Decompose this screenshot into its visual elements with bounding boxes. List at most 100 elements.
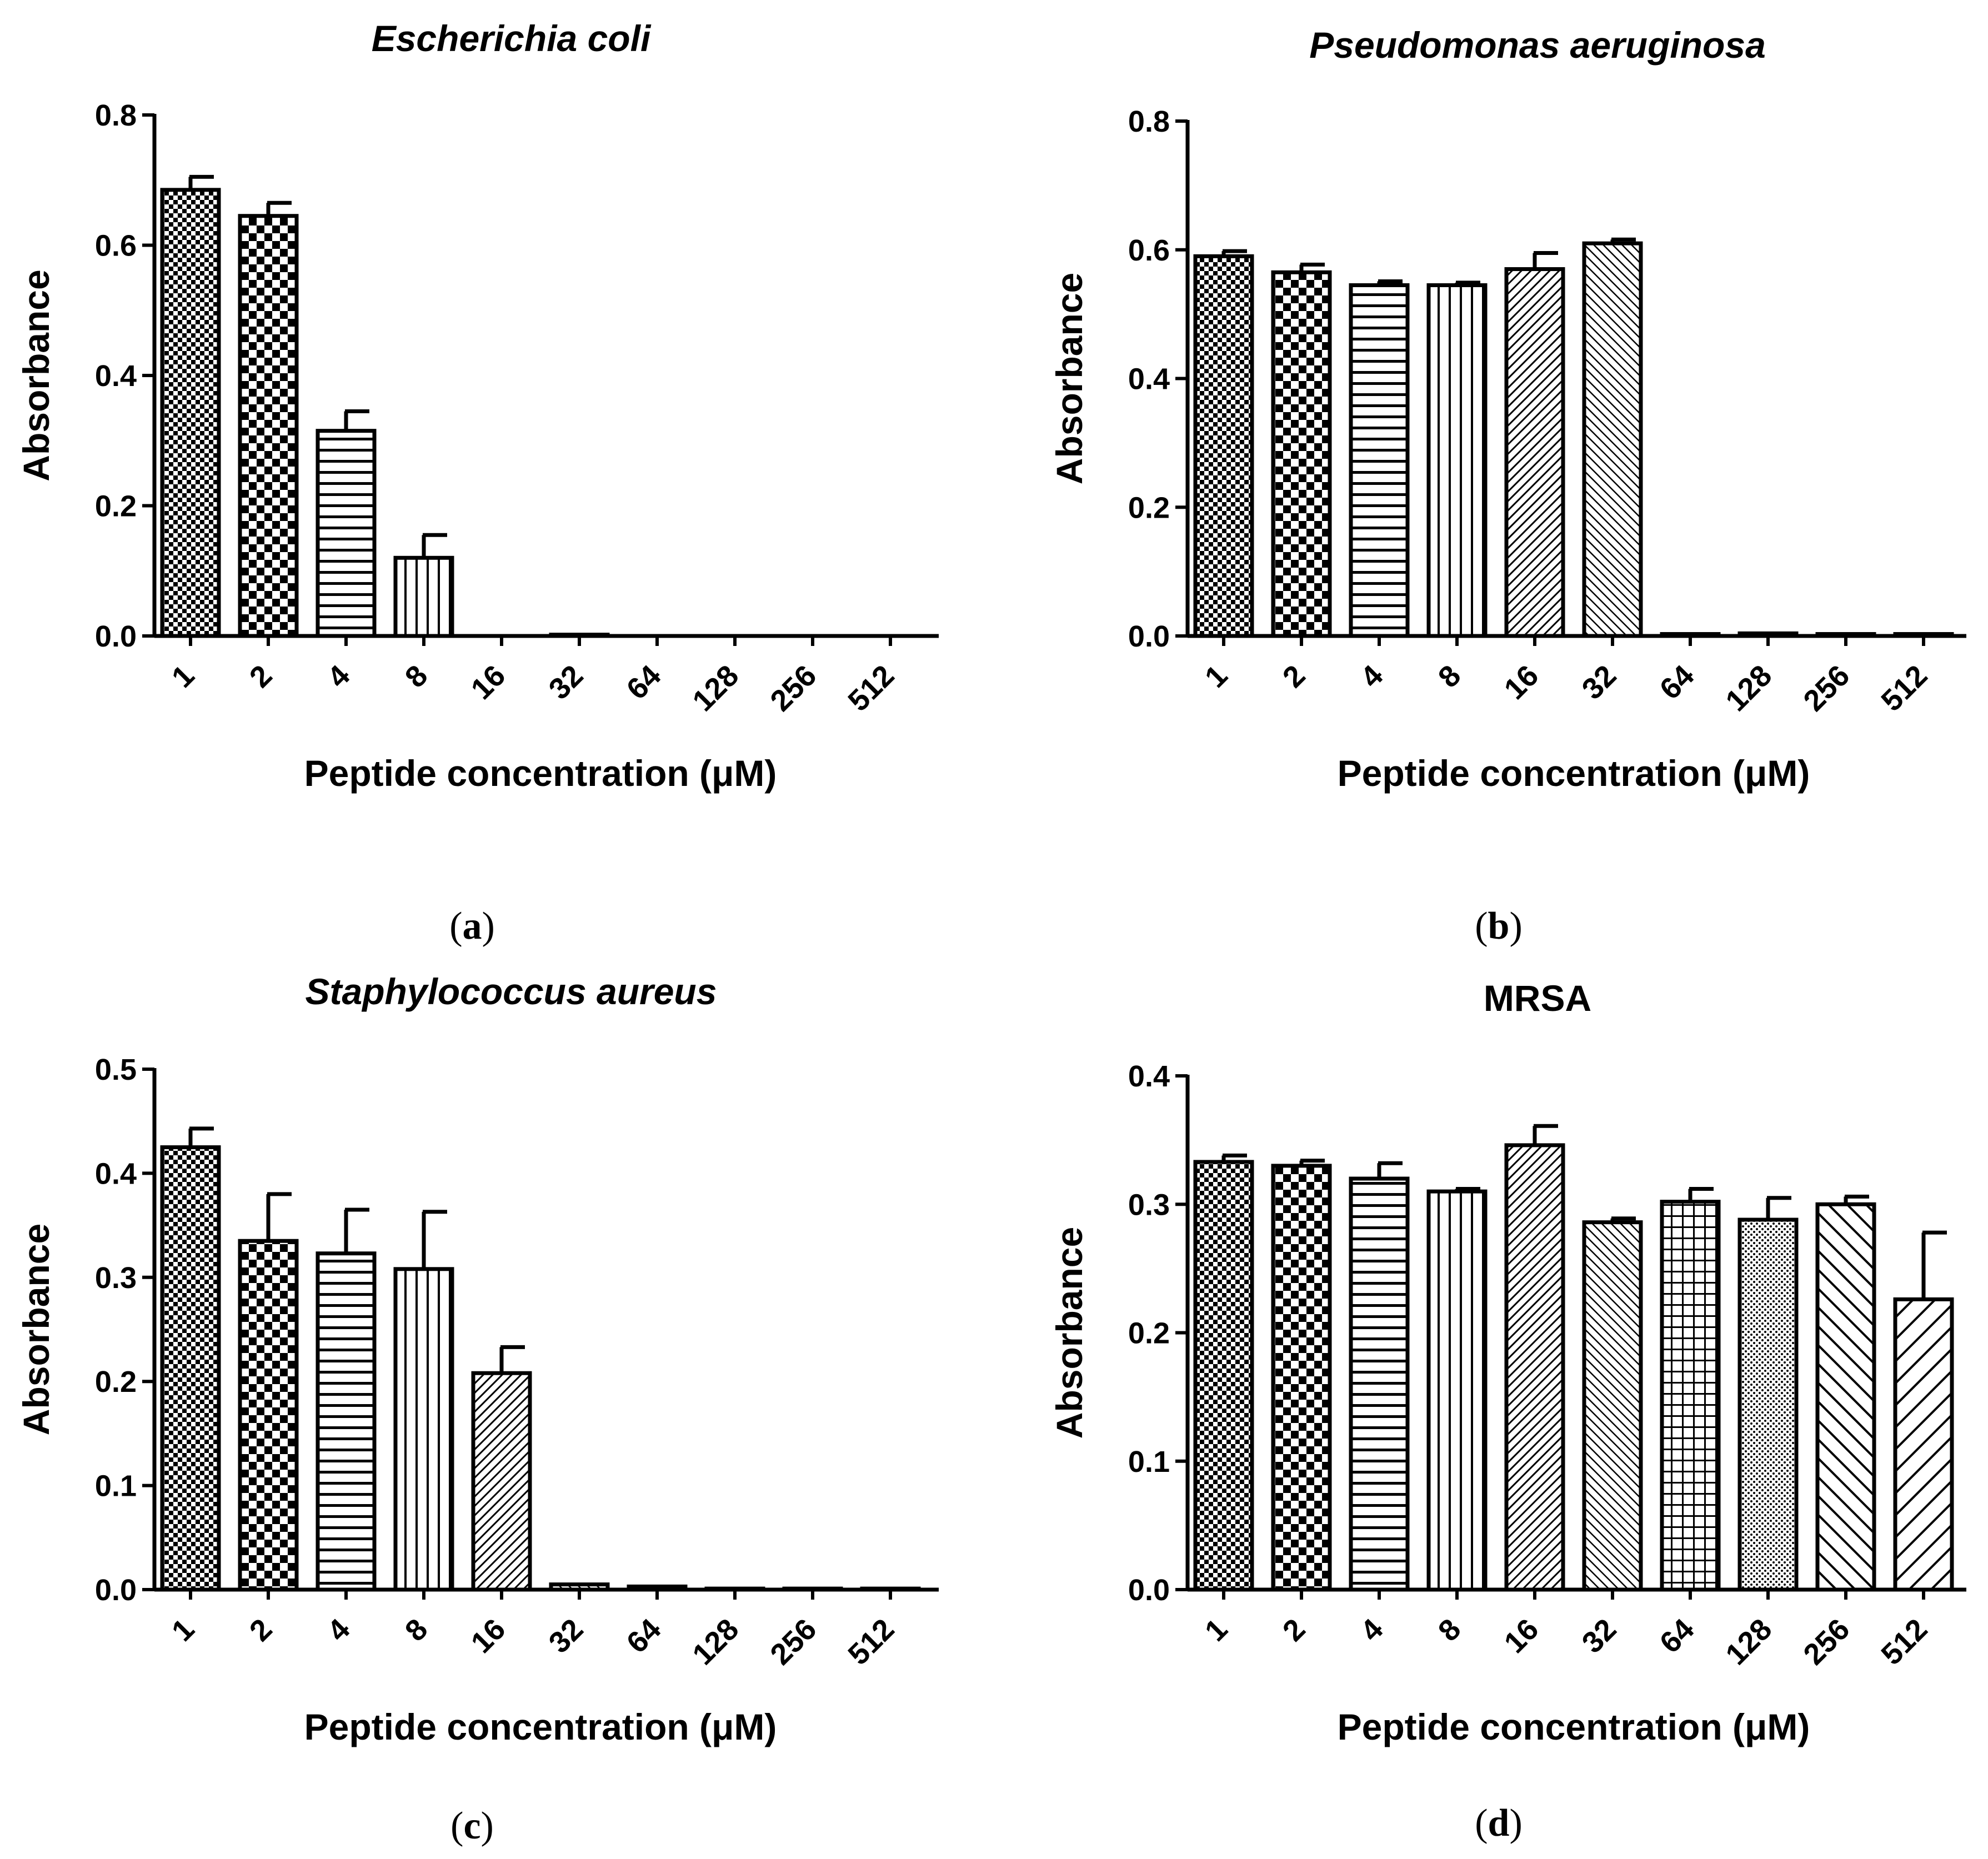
bar-8: [393, 555, 454, 638]
chart-panel-b: Pseudomonas aeruginosa 0.0 0.2 0.4 0.6 0.8 Abs…: [1049, 24, 1966, 948]
panel-label: (b): [1475, 905, 1523, 948]
bar-8: [1426, 1189, 1488, 1592]
x-tick-label: 2: [1276, 1612, 1312, 1648]
x-axis-label: Peptide concentration (μM): [304, 1706, 777, 1747]
panel-label: (a): [449, 905, 495, 948]
y-tick-label: 0.6: [1128, 234, 1170, 267]
x-tick-label: 512: [1875, 659, 1934, 718]
bar-64: [627, 1584, 688, 1592]
x-tick-label: 32: [543, 1612, 590, 1660]
y-tick-label: 0.6: [95, 229, 137, 263]
bar-128: [704, 1586, 765, 1592]
bar-1: [160, 1145, 221, 1592]
error-bar-8: [1455, 1187, 1480, 1192]
error-bar-512: [1921, 1230, 1947, 1300]
x-tick-label: 512: [842, 1612, 900, 1671]
error-bar-4: [1377, 1161, 1403, 1179]
x-tick-label: 8: [399, 1612, 434, 1648]
x-tick-label: 256: [1797, 659, 1856, 718]
chart-panel-a: Escherichia coli 0.0 0.2 0.4 0.6 0.8 Absorbanc…: [16, 18, 939, 948]
error-bar-32: [1610, 237, 1636, 244]
error-bar-16: [1533, 251, 1558, 269]
x-tick-label: 8: [1432, 659, 1468, 694]
error-bar-4: [1377, 279, 1403, 285]
y-tick-label: 0.4: [1128, 363, 1170, 396]
y-tick-label: 0.5: [95, 1053, 137, 1086]
y-axis-label: Absorbance: [1049, 1227, 1090, 1439]
x-tick-label: 64: [620, 1612, 668, 1660]
bar-32: [549, 633, 610, 638]
chart-panel-d: MRSA 0.0 0.1 0.2 0.3 0.4 Absorbance 1 2 4 8 16 32 64 1…: [1049, 978, 1966, 1845]
x-tick-label: 128: [686, 1612, 745, 1671]
error-bar-4: [344, 1207, 369, 1254]
bar-128: [1737, 631, 1799, 638]
x-axis-label: Peptide concentration (μM): [304, 753, 777, 794]
error-bar-2: [266, 1192, 292, 1241]
bar-4: [316, 1251, 377, 1592]
bar-2: [238, 214, 299, 638]
y-axis-label: Absorbance: [16, 1224, 57, 1435]
bar-64: [1660, 1200, 1721, 1592]
x-tick-label: 4: [321, 659, 357, 694]
y-tick-label: 0.3: [95, 1261, 137, 1295]
bar-8: [1426, 283, 1488, 638]
y-tick-label: 0.0: [95, 620, 137, 653]
error-bar-8: [422, 1210, 447, 1269]
chart-title: Escherichia coli: [372, 18, 652, 59]
bar-2: [1271, 270, 1332, 638]
x-tick-label: 128: [1719, 659, 1778, 718]
x-tick-label: 64: [620, 659, 668, 706]
bar-1: [160, 188, 221, 638]
x-axis-label: Peptide concentration (μM): [1338, 753, 1810, 794]
bar-1: [1193, 254, 1254, 638]
bar-64: [1660, 632, 1721, 638]
y-tick-label: 0.2: [95, 490, 137, 523]
y-tick-label: 0.4: [1128, 1060, 1170, 1093]
bar-512: [860, 1586, 921, 1592]
error-bar-2: [1299, 1159, 1325, 1166]
x-tick-label: 32: [1576, 1612, 1623, 1660]
bar-256: [782, 1586, 843, 1592]
y-tick-label: 0.2: [1128, 1317, 1170, 1350]
x-axis-label: Peptide concentration (μM): [1338, 1706, 1810, 1747]
error-bar-16: [1533, 1124, 1558, 1145]
x-tick-label: 8: [399, 659, 434, 694]
x-tick-label: 512: [1875, 1612, 1934, 1671]
y-tick-label: 0.4: [95, 1157, 137, 1190]
x-tick-label: 1: [1199, 1612, 1234, 1648]
chart-panel-c: Staphylococcus aureus 0.0 0.1 0.2 0.3 0.4 0.5 A…: [16, 971, 939, 1847]
x-tick-label: 1: [166, 1612, 201, 1648]
bar-4: [1349, 1176, 1410, 1592]
bar-16: [1504, 1143, 1565, 1592]
error-bar-16: [499, 1345, 525, 1374]
x-tick-label: 2: [243, 1612, 279, 1648]
bar-16: [1504, 267, 1565, 638]
x-tick-label: 256: [764, 1612, 823, 1671]
x-tick-label: 256: [1797, 1612, 1856, 1671]
bar-16: [471, 1371, 532, 1592]
y-tick-label: 0.0: [1128, 620, 1170, 653]
y-tick-label: 0.1: [95, 1470, 137, 1503]
bar-8: [393, 1267, 454, 1592]
x-tick-label: 1: [166, 659, 201, 694]
error-bar-32: [1610, 1216, 1636, 1222]
bar-4: [1349, 283, 1410, 638]
y-tick-label: 0.2: [1128, 491, 1170, 524]
y-tick-label: 0.0: [95, 1574, 137, 1607]
y-tick-label: 0.2: [95, 1365, 137, 1399]
bar-32: [549, 1582, 610, 1592]
error-bar-1: [188, 1126, 214, 1148]
error-bar-1: [188, 174, 214, 190]
x-tick-label: 8: [1432, 1612, 1468, 1648]
bar-512: [1893, 1297, 1954, 1592]
error-bar-64: [1688, 1187, 1714, 1202]
y-tick-label: 0.0: [1128, 1574, 1170, 1607]
y-axis-label: Absorbance: [16, 269, 57, 481]
bar-256: [1815, 1202, 1876, 1592]
bar-128: [1737, 1217, 1799, 1592]
x-tick-label: 512: [842, 659, 900, 718]
bar-2: [238, 1239, 299, 1592]
error-bar-1: [1221, 1153, 1247, 1162]
x-tick-label: 32: [1576, 659, 1623, 706]
y-tick-label: 0.4: [95, 359, 137, 393]
